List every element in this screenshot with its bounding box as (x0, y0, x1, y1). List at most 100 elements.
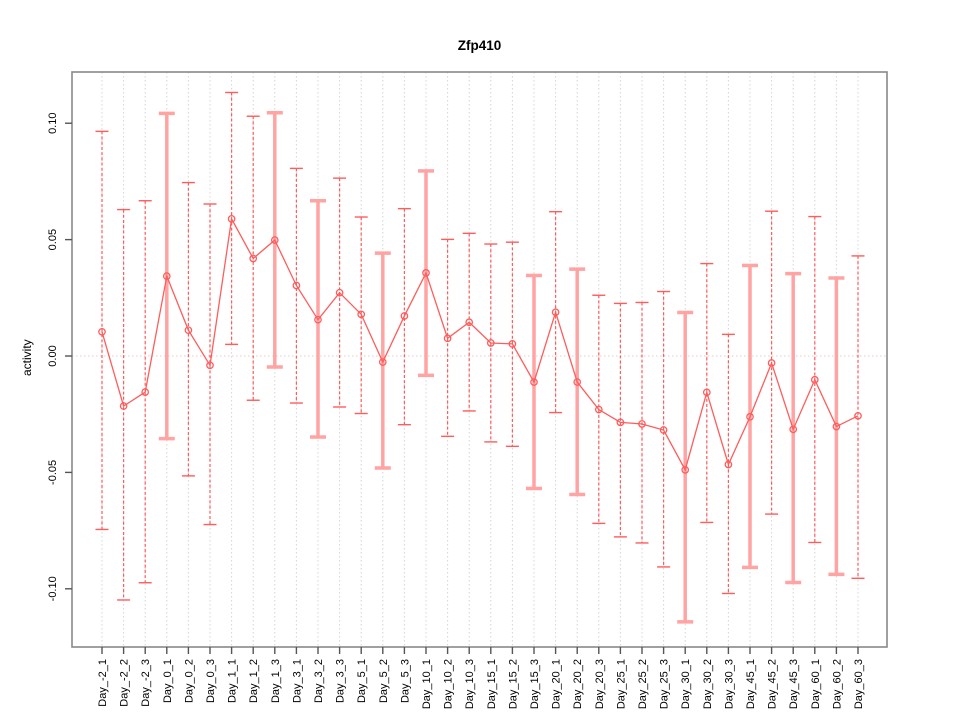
error-bar (138, 200, 152, 584)
data-point (551, 308, 560, 317)
error-bar (354, 216, 368, 415)
gridlines (101, 72, 859, 647)
x-tick-label: Day_45_1 (745, 659, 757, 709)
data-point (638, 420, 646, 428)
data-point (357, 310, 366, 319)
y-tick-label: 0.05 (47, 229, 59, 250)
data-point (702, 388, 711, 397)
x-tick-label: Day_25_1 (615, 659, 627, 709)
x-tick-label: Day_-2_3 (140, 659, 152, 707)
series-line (101, 216, 859, 472)
error-bar (203, 203, 217, 526)
error-bar (851, 255, 865, 580)
x-tick-label: Day_20_3 (594, 659, 606, 709)
x-tick-label: Day_45_3 (788, 659, 800, 709)
data-point (206, 361, 214, 370)
data-point (724, 460, 733, 469)
data-point (184, 326, 193, 335)
x-tick-label: Day_1_1 (227, 659, 239, 703)
data-point (227, 215, 236, 223)
error-bar (657, 290, 671, 568)
x-tick-label: Day_15_2 (507, 659, 519, 709)
x-tick-label: Day_10_1 (421, 659, 433, 709)
y-tick-label: -0.05 (47, 460, 59, 485)
data-point (378, 358, 387, 366)
x-tick-label: Day_-2_1 (97, 659, 109, 707)
x-tick-label: Day_60_1 (810, 659, 822, 709)
x-tick-label: Day_30_1 (680, 659, 692, 709)
error-bar (613, 302, 627, 538)
frame-group (71, 71, 888, 648)
y-axis: -0.10 -0.05 0.00 0.05 0.10 (47, 113, 72, 601)
data-point (573, 378, 582, 386)
x-tick-label: Day_1_2 (248, 659, 260, 703)
y-tick-label: -0.10 (47, 576, 59, 601)
data-point (465, 318, 474, 327)
x-tick-label: Day_-2_2 (119, 659, 131, 707)
data-point (422, 269, 430, 277)
x-tick-label: Day_60_2 (831, 659, 843, 709)
data-point (270, 236, 279, 244)
y-tick-label: 0.10 (47, 113, 59, 134)
x-tick-label: Day_20_2 (572, 659, 584, 709)
x-tick-label: Day_5_1 (356, 659, 368, 703)
data-point (98, 327, 106, 336)
data-point (854, 411, 862, 420)
data-point (810, 375, 819, 384)
x-tick-label: Day_3_2 (313, 659, 325, 703)
data-point (141, 388, 150, 396)
data-point (789, 425, 798, 434)
x-tick-label: Day_5_2 (378, 659, 390, 703)
data-point (486, 339, 495, 347)
error-bar (592, 294, 606, 525)
x-tick-label: Day_15_1 (486, 659, 498, 709)
data-point (162, 272, 171, 281)
chart-title: Zfp410 (457, 38, 502, 53)
data-point (746, 412, 754, 421)
x-tick-label: Day_10_3 (464, 659, 476, 709)
x-tick-label: Day_30_3 (723, 659, 735, 709)
x-tick-label: Day_0_3 (205, 659, 217, 703)
error-bar (441, 238, 455, 438)
series-line-group (101, 216, 859, 472)
x-tick-label: Day_45_2 (767, 659, 779, 709)
x-tick-label: Day_0_1 (162, 659, 174, 703)
error-bar (721, 333, 735, 595)
y-tick-label: 0.00 (47, 345, 59, 366)
x-tick-label: Day_3_1 (291, 659, 303, 703)
data-point (659, 426, 668, 434)
x-tick-label: Day_3_3 (335, 659, 347, 703)
error-bar (397, 207, 411, 426)
x-tick-label: Day_10_2 (443, 659, 455, 709)
data-point (530, 378, 538, 386)
x-axis: Day_-2_1 Day_-2_2 Day_-2_3 Day_0_1 Day_0_2 Da… (97, 647, 865, 709)
data-point (443, 334, 452, 343)
data-points (98, 215, 862, 474)
data-point (335, 288, 344, 297)
data-point (832, 422, 841, 431)
error-bar (505, 241, 519, 448)
data-point (616, 418, 625, 427)
plot-frame (71, 71, 888, 648)
x-tick-label: Day_0_2 (183, 659, 195, 703)
x-tick-label: Day_20_1 (551, 659, 563, 709)
error-bar (95, 130, 109, 531)
x-tick-label: Day_30_2 (702, 659, 714, 709)
x-tick-label: Day_60_3 (853, 659, 865, 709)
x-tick-label: Day_15_3 (529, 659, 541, 709)
x-tick-label: Day_1_3 (270, 659, 282, 703)
x-tick-label: Day_25_2 (637, 659, 649, 709)
data-point (594, 405, 603, 414)
data-point (314, 315, 322, 324)
error-bar (700, 262, 714, 524)
data-point (400, 312, 409, 320)
data-point (508, 340, 517, 348)
data-point (681, 465, 690, 474)
data-point (767, 359, 776, 367)
error-bar (635, 301, 649, 544)
data-point (249, 254, 258, 263)
data-point (292, 281, 301, 290)
data-point (119, 402, 128, 410)
